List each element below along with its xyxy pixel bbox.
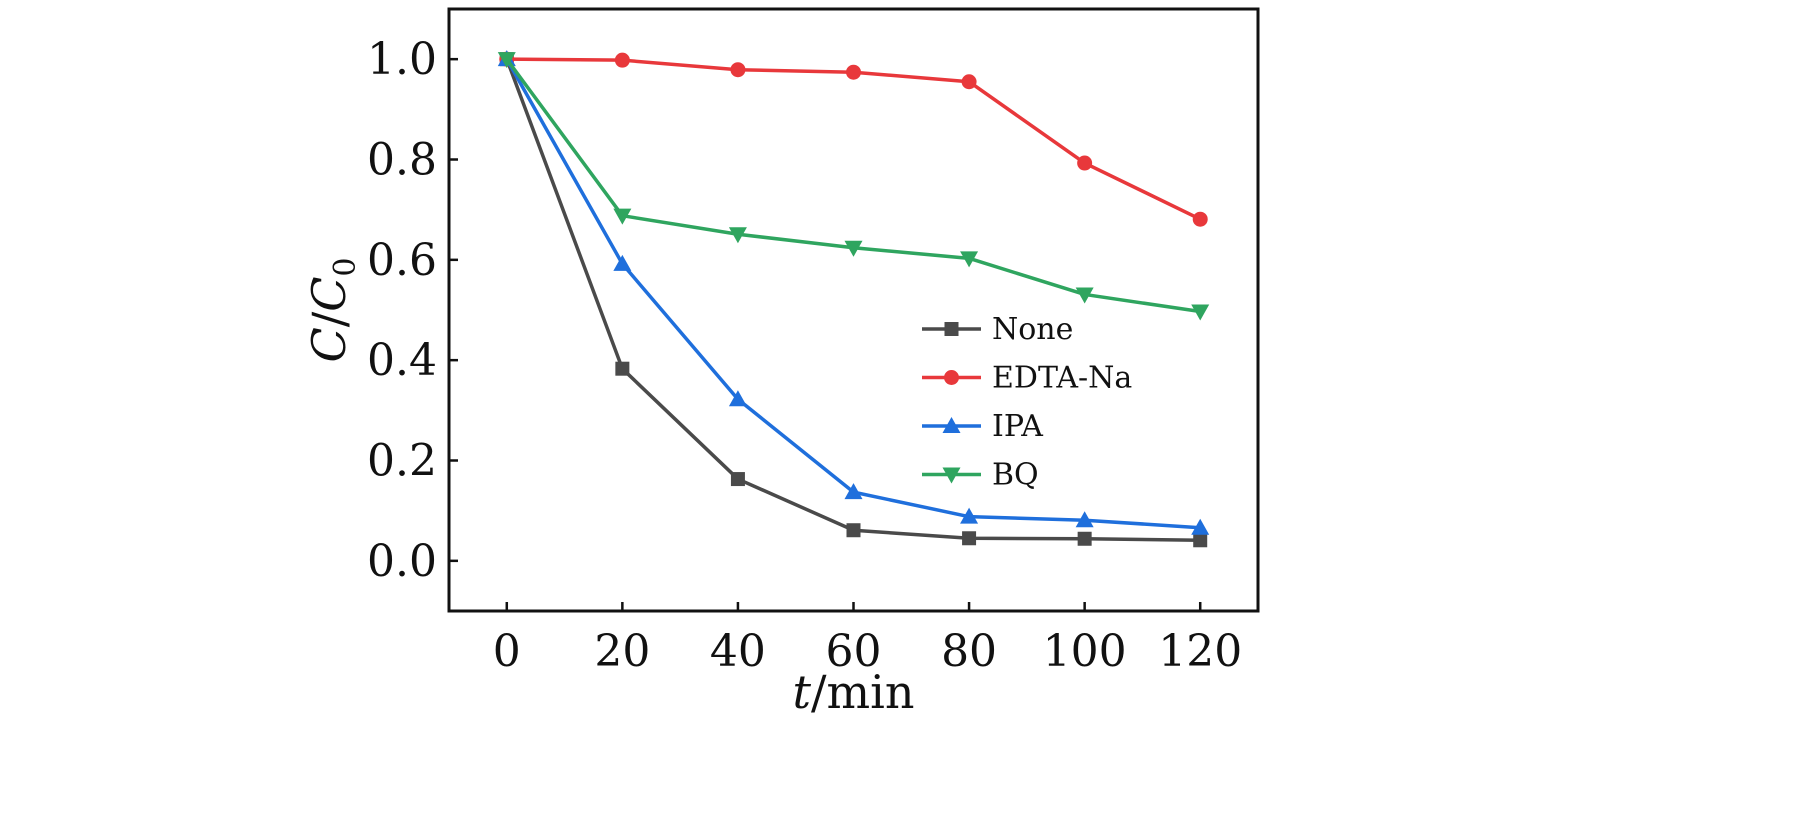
data-point-bq — [497, 52, 516, 69]
data-point-none — [1193, 533, 1208, 548]
x-axis-variable: t — [793, 665, 812, 719]
series-bq — [497, 52, 1210, 321]
legend-label-ipa: IPA — [992, 409, 1043, 444]
data-point-none — [615, 361, 630, 376]
data-point-none — [730, 472, 745, 487]
y-tick-label: 0.0 — [367, 536, 437, 587]
x-tick-label: 20 — [594, 626, 650, 677]
y-axis-variable: C — [302, 327, 356, 362]
data-point-edta-na — [1192, 211, 1208, 227]
legend-item-ipa: IPA — [922, 409, 1043, 444]
data-point-edta-na — [730, 62, 746, 78]
series-line-edta-na — [506, 57, 1201, 221]
data-point-none — [846, 523, 861, 538]
data-point-edta-na — [961, 74, 977, 90]
y-tick-label: 1.0 — [367, 34, 437, 85]
x-axis-unit: /min — [811, 665, 914, 719]
plot-area-frame — [447, 7, 1260, 613]
data-point-ipa — [613, 254, 632, 271]
y-axis-subscript: 0 — [328, 258, 363, 277]
data-point-bq — [960, 251, 979, 268]
y-axis-label: C/C0 — [302, 258, 363, 363]
series-line-bq — [505, 58, 1201, 314]
data-point-none — [962, 531, 977, 546]
axis-ticks — [449, 57, 1202, 611]
data-point-ipa — [1075, 511, 1094, 528]
data-point-ipa — [1191, 518, 1210, 535]
legend-item-none: None — [922, 312, 1073, 347]
legend-marker-edta-na — [944, 370, 959, 385]
series-ipa — [497, 50, 1210, 535]
data-point-ipa — [844, 483, 863, 500]
data-point-bq — [1075, 287, 1094, 304]
data-point-ipa — [960, 507, 979, 524]
x-tick-label: 100 — [1043, 626, 1127, 677]
legend-item-bq: BQ — [922, 458, 1039, 493]
legend-item-edta-na: EDTA-Na — [922, 361, 1132, 396]
data-point-bq — [1191, 304, 1210, 321]
legend-marker-bq — [942, 467, 961, 484]
y-tick-label: 0.2 — [367, 436, 437, 487]
legend: None EDTA-Na IPA BQ — [922, 312, 1132, 493]
y-axis-variable-denominator: C — [302, 277, 356, 312]
legend-label-bq: BQ — [992, 458, 1039, 493]
data-point-bq — [613, 208, 632, 225]
legend-label-edta-na: EDTA-Na — [992, 361, 1132, 396]
data-point-edta-na — [614, 52, 630, 68]
legend-marker-ipa — [942, 417, 961, 433]
x-tick-label: 80 — [941, 626, 997, 677]
legend-label-none: None — [992, 312, 1073, 347]
data-point-bq — [728, 227, 747, 244]
series-edta-na — [499, 51, 1208, 227]
data-point-edta-na — [846, 64, 861, 80]
data-point-bq — [844, 240, 863, 257]
x-tick-label: 120 — [1158, 626, 1242, 677]
legend-marker-none — [944, 322, 959, 336]
series-none — [499, 52, 1208, 548]
x-tick-labels: 0 20 40 60 80 100 120 — [493, 626, 1242, 677]
data-point-edta-na — [1077, 155, 1093, 171]
y-tick-label: 0.8 — [367, 135, 437, 186]
y-tick-labels: 0.0 0.2 0.4 0.6 0.8 1.0 — [367, 34, 437, 587]
y-axis-separator: / — [302, 311, 356, 327]
series-layer — [497, 50, 1210, 548]
y-tick-label: 0.6 — [367, 235, 437, 286]
data-point-ipa — [728, 390, 747, 407]
data-point-none — [1077, 531, 1092, 546]
x-tick-label: 0 — [493, 626, 521, 677]
series-line-ipa — [505, 58, 1201, 530]
series-line-none — [505, 58, 1201, 543]
y-tick-label: 0.4 — [367, 335, 437, 386]
x-tick-label: 60 — [826, 626, 882, 677]
x-tick-label: 40 — [710, 626, 766, 677]
x-axis-label: t/min — [793, 665, 915, 719]
